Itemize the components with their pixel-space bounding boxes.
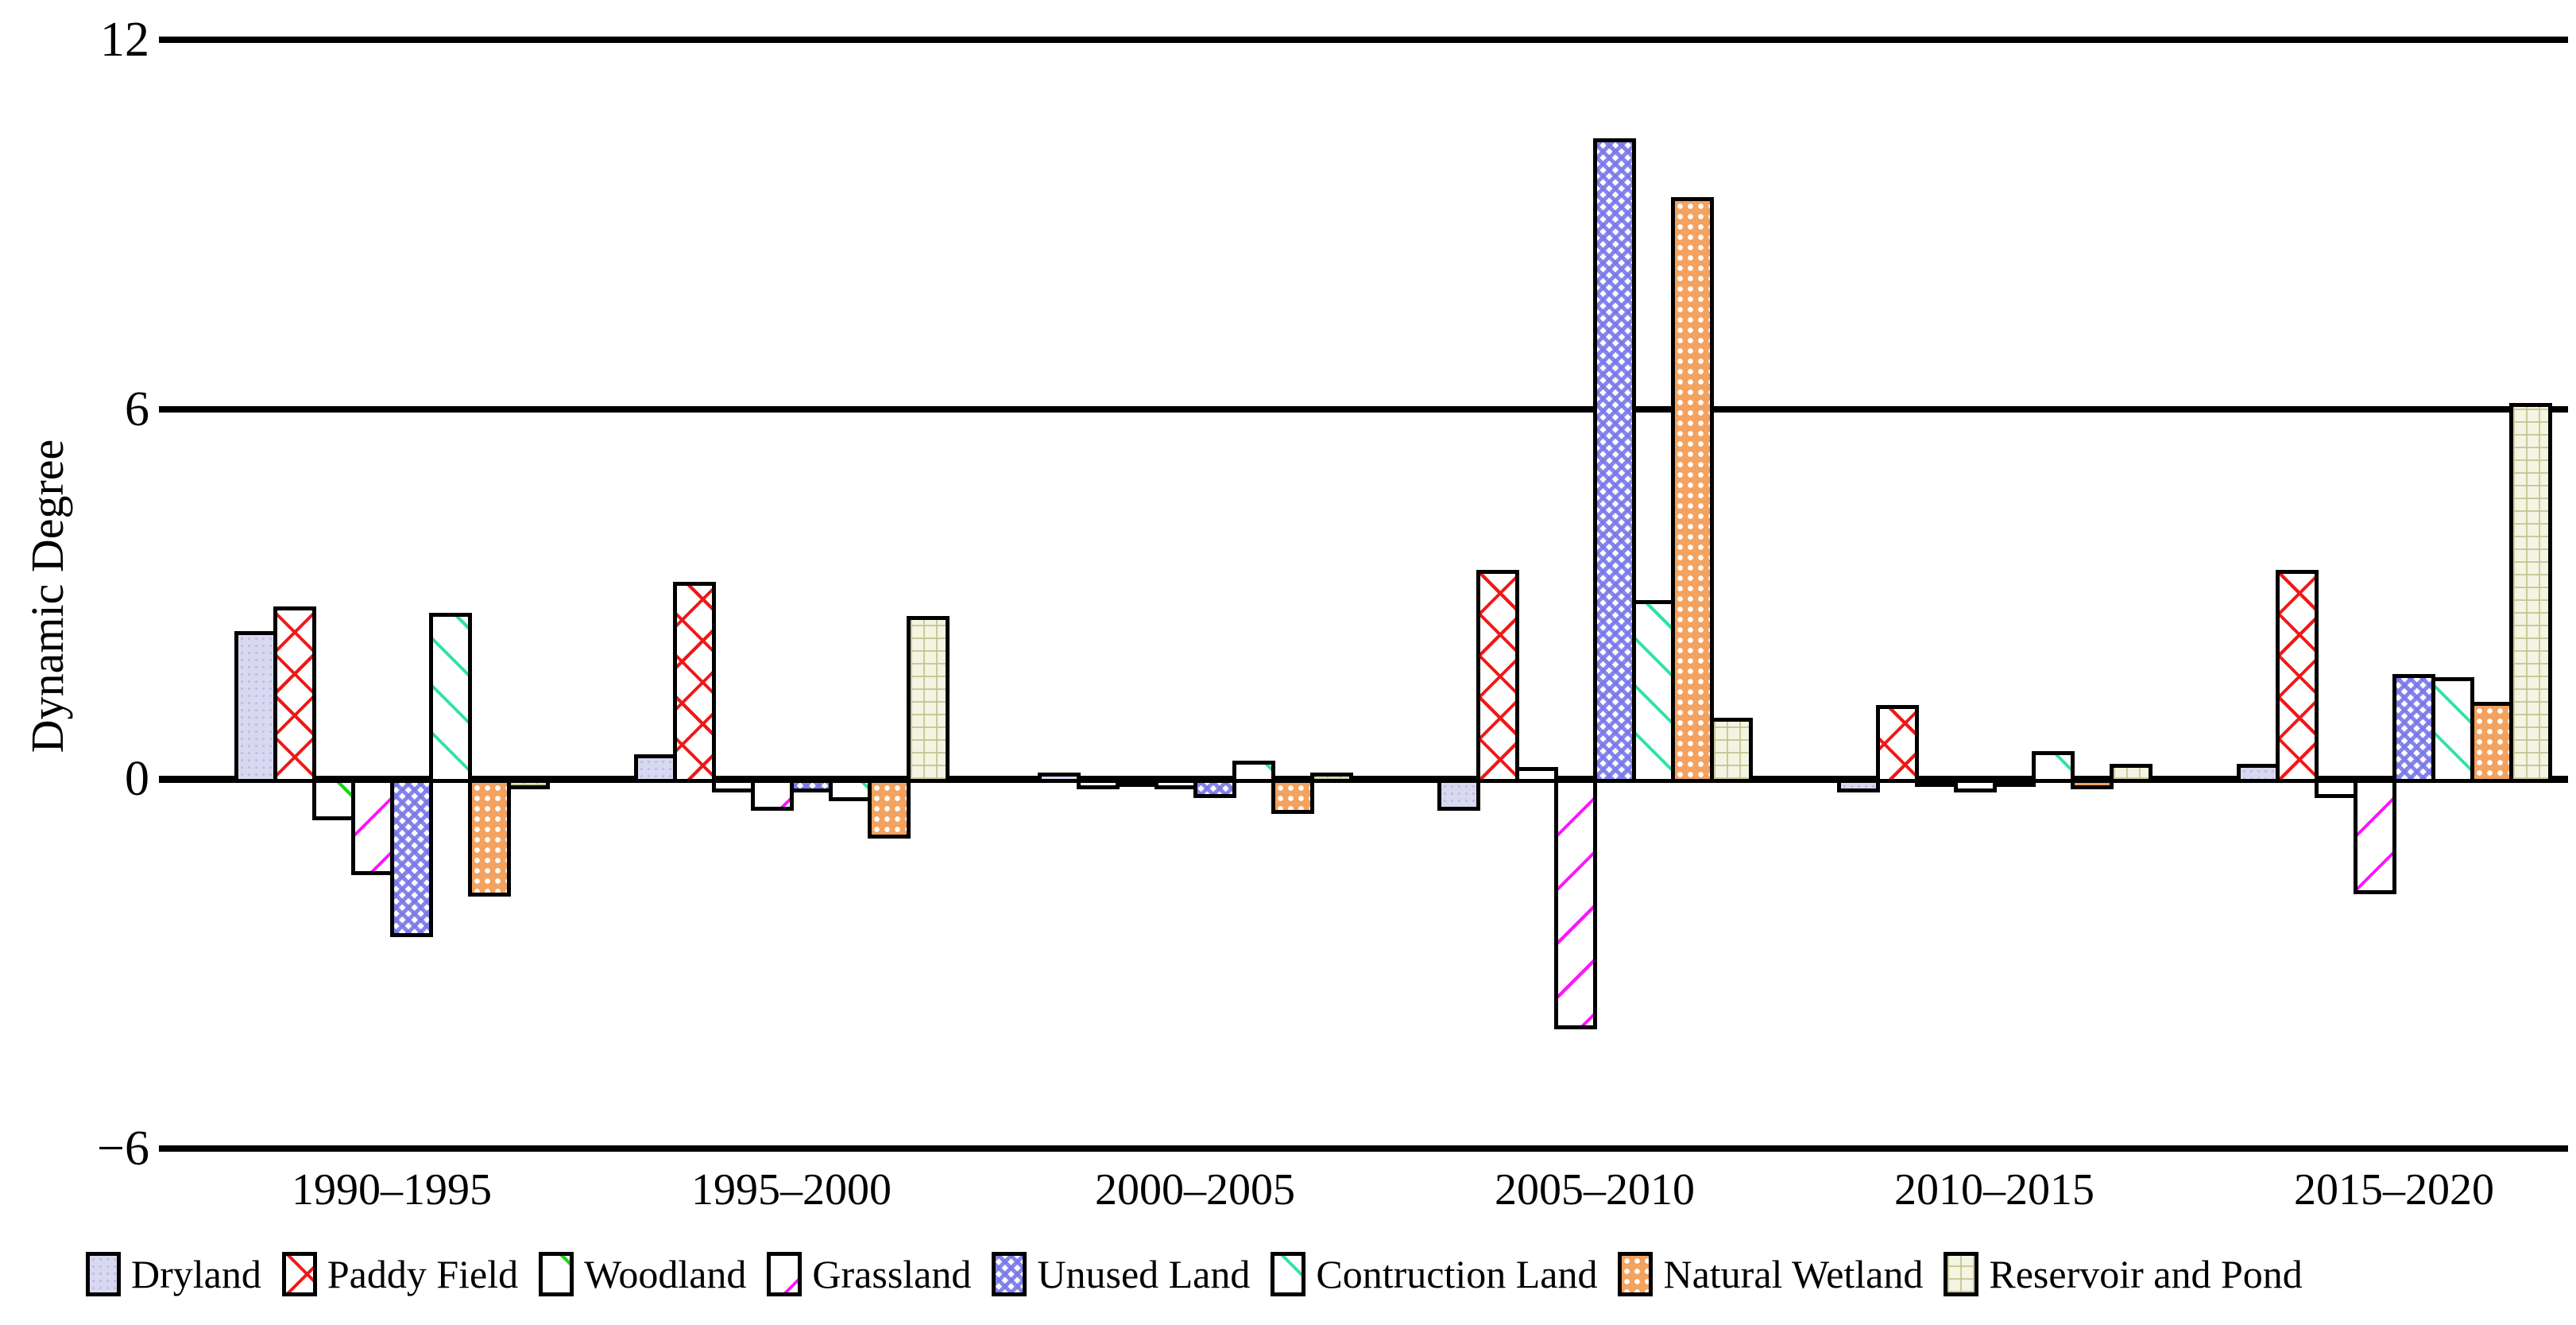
bar-unused-2005–2010: [1592, 138, 1636, 783]
bar-unused-2010–2015: [1992, 779, 2036, 787]
bar-woodland-2010–2015: [1914, 779, 1958, 787]
gridline-y0: [159, 776, 2568, 783]
bar-grassland-2015–2020: [2353, 779, 2396, 894]
bar-paddy-2010–2015: [1875, 705, 1919, 783]
grassland-swatch-icon: [767, 1252, 803, 1296]
legend-item-grassland: Grassland: [767, 1249, 971, 1299]
bar-construction-2000–2005: [1232, 760, 1275, 783]
bar-woodland-1990–1995: [311, 779, 355, 820]
legend-item-dryland: Dryland: [86, 1249, 261, 1299]
y-tick-label: 0: [125, 752, 149, 806]
legend-item-reservoir: Reservoir and Pond: [1944, 1249, 2303, 1299]
bar-paddy-2005–2010: [1476, 569, 1519, 783]
bar-paddy-2000–2005: [1076, 779, 1120, 789]
construction-swatch-icon: [1271, 1252, 1306, 1296]
bar-wetland-2005–2010: [1670, 196, 1714, 783]
legend-item-unused: Unused Land: [992, 1249, 1250, 1299]
gridline-y6: [159, 406, 2568, 413]
bar-dryland-2015–2020: [2236, 763, 2280, 783]
y-tick-label: 12: [100, 13, 149, 67]
bar-dryland-2000–2005: [1037, 773, 1081, 783]
bar-unused-2000–2005: [1193, 779, 1236, 799]
bar-construction-1995–2000: [828, 779, 872, 802]
bar-unused-1995–2000: [789, 779, 833, 792]
legend-item-paddy: Paddy Field: [281, 1249, 519, 1299]
bar-wetland-2000–2005: [1271, 779, 1314, 814]
bar-wetland-1995–2000: [867, 779, 911, 839]
bar-construction-1990–1995: [428, 612, 472, 783]
bar-grassland-2005–2010: [1553, 779, 1597, 1029]
bar-dryland-2010–2015: [1836, 779, 1880, 792]
bar-unused-1990–1995: [389, 779, 433, 937]
bar-reservoir-2000–2005: [1309, 773, 1353, 783]
bar-woodland-2000–2005: [1115, 779, 1158, 787]
legend: Dryland Paddy Field Woodland Grassland Unuse…: [86, 1249, 2573, 1299]
bar-grassland-2000–2005: [1154, 779, 1197, 789]
reservoir-swatch-icon: [1944, 1252, 1979, 1296]
x-tick-label: 1995–2000: [691, 1165, 892, 1215]
x-tick-label: 1990–1995: [292, 1165, 492, 1215]
unused-swatch-icon: [992, 1252, 1027, 1296]
bar-unused-2015–2020: [2392, 674, 2435, 783]
bar-grassland-2010–2015: [1953, 779, 1997, 792]
x-tick-label: 2005–2010: [1495, 1165, 1695, 1215]
y-tick-label: 6: [125, 382, 149, 436]
woodland-swatch-icon: [539, 1252, 574, 1296]
bar-reservoir-2015–2020: [2508, 403, 2552, 783]
legend-label: Dryland: [131, 1252, 261, 1296]
bar-grassland-1995–2000: [750, 779, 794, 811]
gridline-y-6: [159, 1145, 2568, 1152]
legend-item-construction: Contruction Land: [1271, 1249, 1597, 1299]
dryland-swatch-icon: [86, 1252, 121, 1296]
bar-woodland-2005–2010: [1514, 766, 1558, 783]
bar-dryland-1990–1995: [234, 631, 277, 783]
legend-label: Contruction Land: [1316, 1252, 1598, 1296]
legend-label: Paddy Field: [327, 1252, 519, 1296]
x-tick-label: 2015–2020: [2294, 1165, 2494, 1215]
legend-label: Reservoir and Pond: [1989, 1252, 2303, 1296]
bar-construction-2015–2020: [2431, 677, 2474, 783]
bar-wetland-2010–2015: [2070, 779, 2114, 789]
legend-label: Grassland: [812, 1252, 972, 1296]
bar-reservoir-2010–2015: [2109, 763, 2152, 783]
y-tick-label: −6: [97, 1122, 149, 1176]
bar-paddy-1990–1995: [273, 606, 316, 783]
bar-wetland-1990–1995: [467, 779, 511, 897]
bar-reservoir-1990–1995: [506, 779, 550, 789]
bar-woodland-1995–2000: [711, 779, 755, 792]
bar-reservoir-1995–2000: [906, 615, 950, 783]
legend-item-woodland: Woodland: [539, 1249, 746, 1299]
legend-label: Unused Land: [1037, 1252, 1251, 1296]
bar-grassland-1990–1995: [350, 779, 394, 876]
paddy-swatch-icon: [281, 1252, 317, 1296]
x-tick-label: 2010–2015: [1894, 1165, 2094, 1215]
bar-construction-2005–2010: [1631, 600, 1675, 783]
bar-dryland-2005–2010: [1437, 779, 1480, 811]
bar-woodland-2015–2020: [2314, 779, 2357, 799]
x-tick-label: 2000–2005: [1095, 1165, 1295, 1215]
bar-dryland-1995–2000: [633, 754, 677, 783]
bar-construction-2010–2015: [2031, 751, 2075, 783]
bar-paddy-2015–2020: [2275, 569, 2319, 783]
legend-item-wetland: Natural Wetland: [1618, 1249, 1923, 1299]
legend-label: Natural Wetland: [1663, 1252, 1924, 1296]
bar-wetland-2015–2020: [2470, 702, 2513, 783]
legend-label: Woodland: [584, 1252, 747, 1296]
gridline-y12: [159, 37, 2568, 43]
bar-reservoir-2005–2010: [1709, 717, 1753, 783]
bar-paddy-1995–2000: [672, 582, 716, 783]
wetland-swatch-icon: [1618, 1252, 1654, 1296]
